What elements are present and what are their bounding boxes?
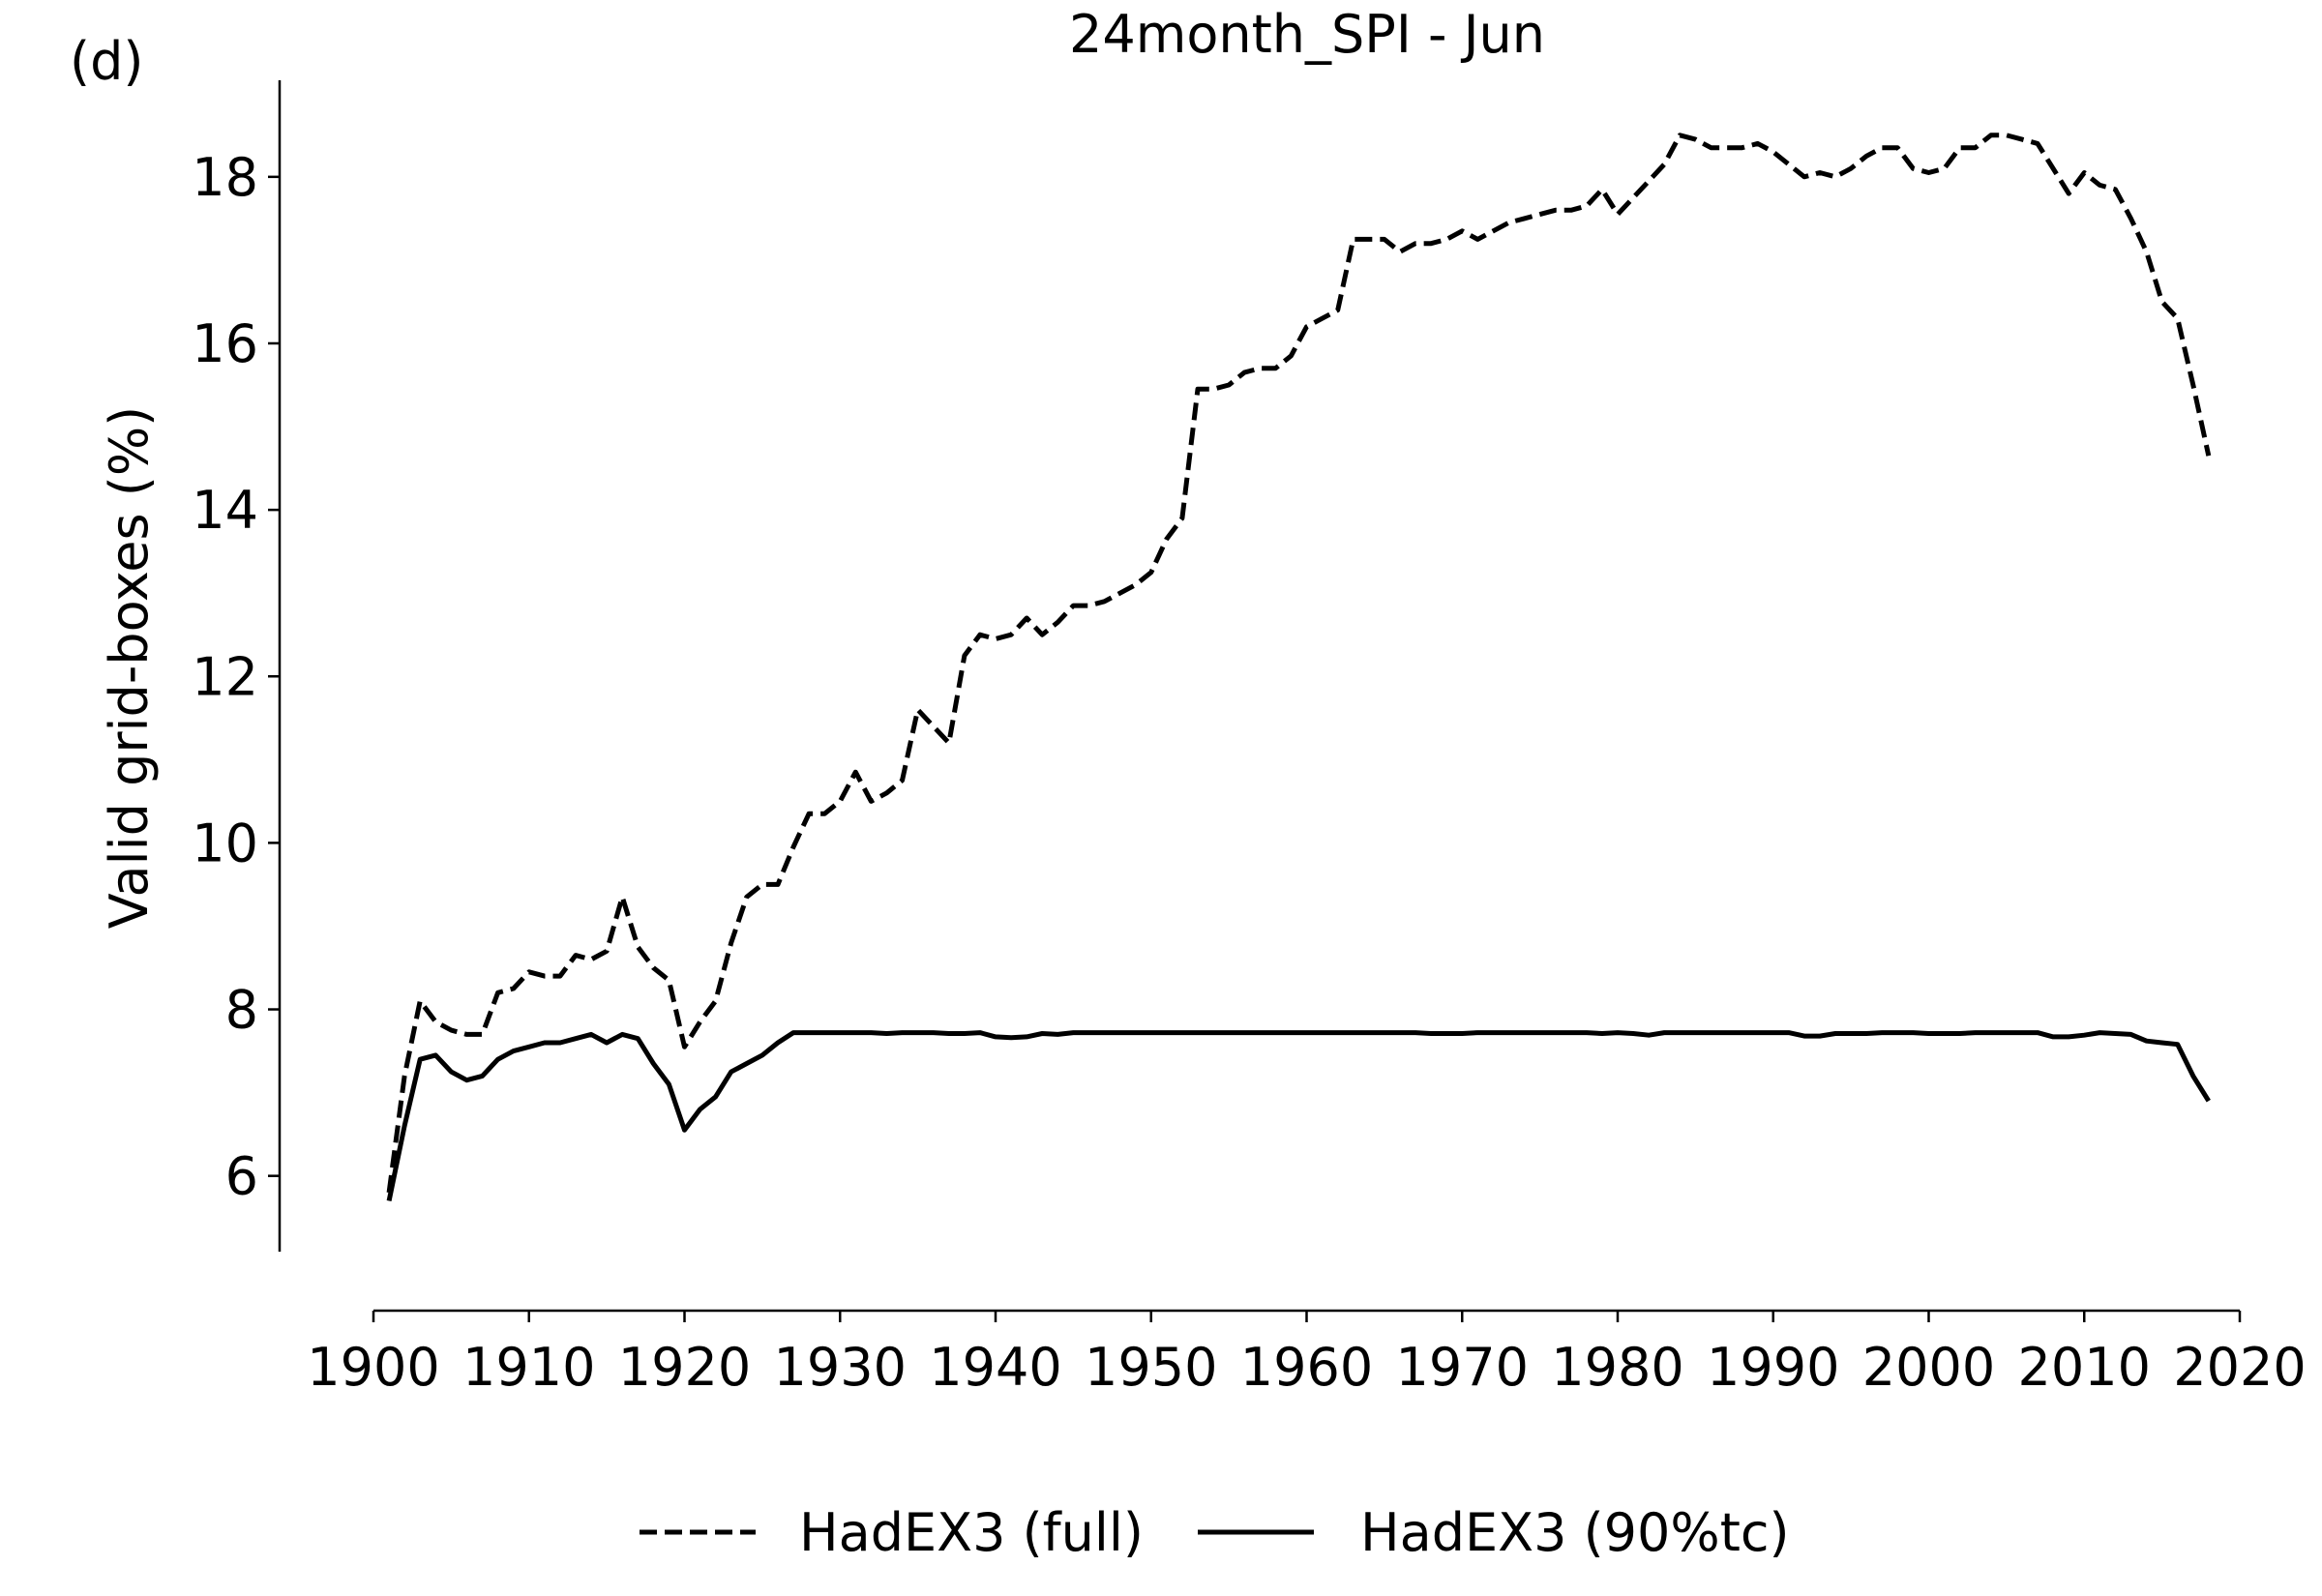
x-tick-label: 2010 bbox=[2018, 1337, 2151, 1398]
y-axis-label: Valid grid-boxes (%) bbox=[99, 406, 160, 929]
series-line bbox=[386, 1030, 2211, 1202]
y-tick-label: 18 bbox=[192, 147, 258, 208]
x-tick-label: 1990 bbox=[1707, 1337, 1839, 1398]
x-tick-label: 1940 bbox=[929, 1337, 1061, 1398]
series-line bbox=[386, 133, 2212, 1194]
y-tick-label: 10 bbox=[192, 813, 258, 873]
legend-label: HadEX3 (90%tc) bbox=[1360, 1502, 1790, 1563]
panel-label: (d) bbox=[70, 31, 143, 92]
x-tick-label: 1900 bbox=[307, 1337, 439, 1398]
y-tick-label: 16 bbox=[192, 313, 258, 374]
x-tick-label: 1980 bbox=[1551, 1337, 1683, 1398]
x-tick-label: 1930 bbox=[774, 1337, 907, 1398]
x-tick-label: 1970 bbox=[1396, 1337, 1529, 1398]
y-tick-label: 8 bbox=[225, 980, 258, 1041]
legend-label: HadEX3 (full) bbox=[799, 1502, 1144, 1563]
x-tick-label: 2020 bbox=[2173, 1337, 2306, 1398]
chart-title: 24month_SPI - Jun bbox=[1069, 4, 1545, 65]
y-tick-label: 12 bbox=[192, 646, 258, 707]
x-tick-label: 2000 bbox=[1862, 1337, 1995, 1398]
x-tick-label: 1910 bbox=[462, 1337, 595, 1398]
y-tick-label: 6 bbox=[225, 1146, 258, 1207]
y-tick-label: 14 bbox=[192, 480, 258, 541]
x-tick-label: 1950 bbox=[1085, 1337, 1217, 1398]
x-tick-label: 1920 bbox=[618, 1337, 751, 1398]
x-tick-label: 1960 bbox=[1240, 1337, 1373, 1398]
